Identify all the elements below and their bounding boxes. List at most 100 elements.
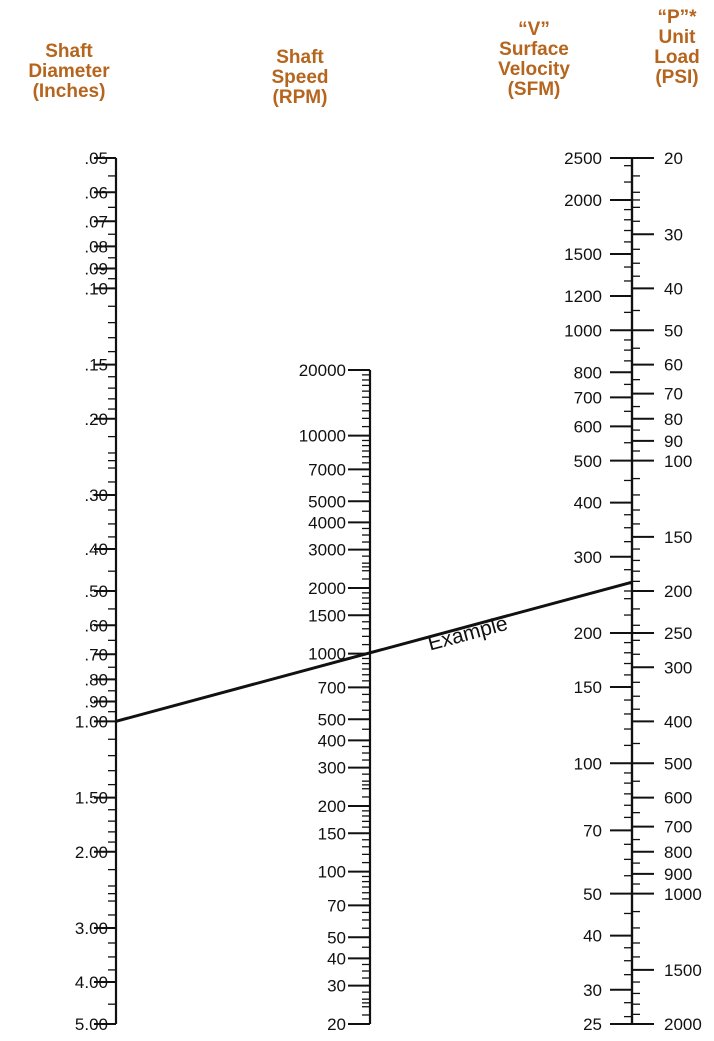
velocity-tick-label: 400 — [574, 494, 602, 513]
diameter-tick-label: .20 — [84, 410, 108, 429]
diameter-tick-label: .50 — [84, 582, 108, 601]
header-shaft-diameter: Shaft Diameter (Inches) — [14, 42, 124, 102]
speed-tick-label: 20000 — [299, 361, 346, 380]
speed-tick-label: 300 — [318, 759, 346, 778]
scale-surface-velocity: 2500 2000 1500 1200 1000 800 700 600 500 400 300 20… — [564, 149, 634, 1034]
load-tick-label: 50 — [664, 321, 683, 340]
diameter-tick-label: 2.00 — [75, 843, 108, 862]
velocity-tick-label: 1500 — [564, 245, 602, 264]
example-label: Example — [425, 612, 510, 655]
diameter-tick-label: .10 — [84, 279, 108, 298]
speed-tick-label: 40 — [327, 949, 346, 968]
speed-tick-label: 50 — [327, 928, 346, 947]
load-tick-label: 30 — [664, 225, 683, 244]
load-tick-label: 1500 — [664, 961, 702, 980]
load-tick-label: 300 — [664, 658, 692, 677]
load-tick-label: 800 — [664, 843, 692, 862]
velocity-tick-label: 800 — [574, 363, 602, 382]
diameter-tick-label: .60 — [84, 616, 108, 635]
header-line: Unit — [658, 27, 696, 48]
speed-tick-label: 3000 — [308, 541, 346, 560]
load-tick-label: 40 — [664, 279, 683, 298]
scale-shaft-diameter: .05 .06 .07 .08 .09.10 .15 .20 .30 .40 .50 .60 .70.… — [75, 149, 118, 1034]
header-line: (RPM) — [272, 87, 328, 108]
speed-tick-label: 1500 — [308, 606, 346, 625]
diameter-tick-label: .07 — [84, 212, 108, 231]
load-tick-label: 200 — [664, 582, 692, 601]
velocity-tick-label: 600 — [574, 417, 602, 436]
load-tick-label: 250 — [664, 624, 692, 643]
speed-tick-label: 200 — [318, 797, 346, 816]
diameter-tick-label: 4.00 — [75, 973, 108, 992]
header-line: (PSI) — [655, 67, 699, 88]
load-tick-label: 900 — [664, 865, 692, 884]
diameter-tick-label: .70 — [84, 645, 108, 664]
velocity-tick-label: 30 — [583, 981, 602, 1000]
velocity-tick-label: 150 — [574, 678, 602, 697]
load-tick-label: 150 — [664, 528, 692, 547]
diameter-tick-label: 3.00 — [75, 919, 108, 938]
velocity-tick-label: 25 — [583, 1015, 602, 1034]
scale-shaft-speed: 20000 10000 7000 5000 4000 3000 2000 1500 1000 70… — [299, 361, 372, 1034]
load-tick-label: 100 — [664, 452, 692, 471]
header-line: “V” — [518, 19, 550, 40]
speed-tick-label: 150 — [318, 824, 346, 843]
load-tick-label: 20 — [664, 149, 683, 168]
velocity-tick-label: 1200 — [564, 287, 602, 306]
diameter-tick-label: .08 — [84, 238, 108, 257]
speed-tick-label: 400 — [318, 731, 346, 750]
header-line: Speed — [271, 67, 329, 88]
diameter-tick-label: .40 — [84, 540, 108, 559]
load-tick-label: 60 — [664, 356, 683, 375]
load-tick-label: 90 — [664, 432, 683, 451]
speed-tick-label: 20 — [327, 1015, 346, 1034]
load-tick-label: 500 — [664, 754, 692, 773]
speed-tick-label: 5000 — [308, 492, 346, 511]
velocity-tick-label: 100 — [574, 754, 602, 773]
diameter-tick-label: .30 — [84, 486, 108, 505]
diameter-tick-label: .09 — [84, 260, 108, 279]
diameter-tick-label: .90 — [84, 693, 108, 712]
header-line: (SFM) — [507, 79, 561, 100]
header-surface-velocity: “V” Surface Velocity (SFM) — [478, 20, 590, 100]
header-line: Shaft — [276, 47, 324, 68]
speed-tick-label: 2000 — [308, 579, 346, 598]
diameter-tick-label: 5.00 — [75, 1015, 108, 1034]
speed-tick-label: 7000 — [308, 461, 346, 480]
load-tick-label: 80 — [664, 410, 683, 429]
header-shaft-speed: Shaft Speed (RPM) — [250, 48, 350, 108]
load-tick-label: 1000 — [664, 885, 702, 904]
speed-tick-label: 4000 — [308, 513, 346, 532]
speed-tick-label: 700 — [318, 679, 346, 698]
diameter-tick-label: 1.00 — [75, 712, 108, 731]
speed-tick-label: 10000 — [299, 427, 346, 446]
header-line: Velocity — [498, 59, 570, 80]
speed-tick-label: 500 — [318, 710, 346, 729]
load-tick-label: 70 — [664, 385, 683, 404]
example-line — [115, 580, 633, 723]
velocity-tick-label: 2500 — [564, 149, 602, 168]
velocity-tick-label: 50 — [583, 885, 602, 904]
diameter-tick-label: .15 — [84, 356, 108, 375]
diameter-tick-label: .06 — [84, 183, 108, 202]
velocity-tick-label: 2000 — [564, 191, 602, 210]
diameter-tick-label: 1.50 — [75, 789, 108, 808]
velocity-tick-label: 300 — [574, 548, 602, 567]
header-unit-load: “P”* Unit Load (PSI) — [640, 8, 714, 88]
speed-tick-label: 100 — [318, 863, 346, 882]
velocity-tick-label: 500 — [574, 452, 602, 471]
diameter-tick-label: .80 — [84, 671, 108, 690]
load-tick-label: 700 — [664, 818, 692, 837]
example-group: Example — [115, 580, 633, 723]
velocity-tick-label: 40 — [583, 927, 602, 946]
header-line: (Inches) — [32, 81, 106, 102]
velocity-tick-label: 700 — [574, 389, 602, 408]
velocity-tick-label: 70 — [583, 822, 602, 841]
velocity-tick-label: 1000 — [564, 321, 602, 340]
load-tick-label: 2000 — [664, 1015, 702, 1034]
velocity-tick-label: 200 — [574, 624, 602, 643]
header-line: Surface — [499, 39, 569, 60]
speed-tick-label: 70 — [327, 897, 346, 916]
header-line: Load — [654, 47, 700, 68]
